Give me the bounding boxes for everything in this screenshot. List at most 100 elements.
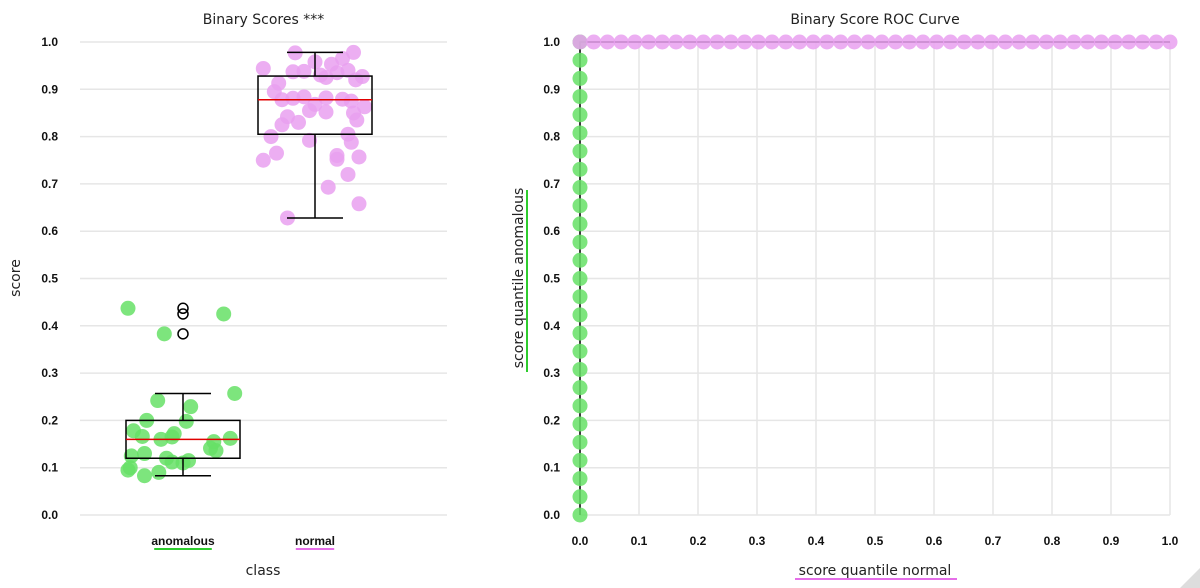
- roc-point-normal: [1052, 34, 1068, 50]
- box-point-anomalous: [120, 300, 136, 316]
- box-point-normal: [296, 89, 312, 105]
- box-point-anomalous: [156, 326, 172, 342]
- box-outlier: [177, 308, 189, 320]
- roc-point-normal: [942, 34, 958, 50]
- box-point-normal: [343, 134, 359, 150]
- roc-point-anomalous: [572, 271, 588, 286]
- box-point-normal: [263, 129, 279, 145]
- resize-grip-icon: [1180, 568, 1200, 588]
- roc-point-normal: [1121, 34, 1137, 50]
- roc-point-anomalous: [572, 234, 588, 250]
- roc-point-normal: [668, 34, 684, 50]
- roc-point-normal: [1066, 34, 1082, 50]
- roc-point-anomalous: [572, 252, 588, 268]
- box-point-anomalous: [222, 430, 238, 446]
- roc-point-normal: [599, 34, 615, 50]
- roc-point-normal: [1162, 34, 1178, 50]
- box-point-normal: [269, 145, 284, 161]
- roc-point-anomalous: [572, 398, 588, 414]
- roc-point-normal: [1025, 34, 1041, 50]
- roc-point-normal: [1135, 34, 1151, 50]
- box-point-normal: [349, 112, 365, 128]
- roc-point-normal: [1080, 34, 1096, 50]
- roc-point-anomalous: [572, 143, 588, 159]
- roc-point-anomalous: [572, 416, 588, 432]
- box-point-anomalous: [227, 385, 243, 401]
- roc-ytick-label: 0.2: [543, 413, 560, 427]
- roc-point-anomalous: [572, 107, 588, 123]
- box-point-anomalous: [151, 464, 167, 480]
- roc-point-normal: [764, 34, 780, 50]
- box-point-normal: [318, 69, 334, 85]
- roc-xtick-label: 0.0: [572, 534, 589, 548]
- box-point-normal: [318, 104, 334, 120]
- box-point-anomalous: [208, 443, 224, 459]
- box-point-normal: [274, 117, 290, 133]
- roc-x-axis-label: score quantile normal: [799, 563, 952, 579]
- box-point-normal: [340, 166, 356, 182]
- box-point-normal: [329, 151, 345, 167]
- roc-chart-title: Binary Score ROC Curve: [790, 12, 959, 28]
- roc-ytick-label: 1.0: [543, 35, 560, 49]
- roc-point-anomalous: [572, 180, 588, 196]
- roc-point-anomalous: [572, 198, 588, 214]
- box-ytick-label: 0.4: [41, 319, 58, 333]
- roc-point-normal: [984, 34, 1000, 50]
- box-point-anomalous: [178, 413, 194, 429]
- roc-xtick-label: 0.3: [749, 534, 766, 548]
- box-point-normal: [343, 93, 359, 109]
- roc-xtick-label: 0.4: [808, 534, 825, 548]
- roc-point-normal: [627, 34, 643, 50]
- roc-y-axis-label: score quantile anomalous: [511, 188, 527, 368]
- box-point-anomalous: [183, 399, 199, 415]
- box-point-anomalous: [134, 428, 150, 444]
- roc-point-normal: [997, 34, 1013, 50]
- roc-point-normal: [737, 34, 753, 50]
- box-x-axis-label: class: [246, 563, 281, 579]
- roc-ytick-label: 0.1: [543, 461, 560, 475]
- roc-point-normal: [1093, 34, 1109, 50]
- box-point-normal: [302, 103, 317, 119]
- roc-point-anomalous: [572, 125, 588, 141]
- roc-point-normal: [572, 34, 588, 50]
- box-ytick-label: 0.1: [41, 461, 58, 475]
- roc-point-anomalous: [572, 452, 588, 468]
- box-ytick-label: 0.7: [41, 177, 58, 191]
- roc-ytick-label: 0.5: [543, 272, 560, 286]
- box-y-axis-label: score: [8, 259, 24, 297]
- roc-point-anomalous: [572, 489, 588, 505]
- roc-point-anomalous: [572, 52, 588, 68]
- roc-point-anomalous: [572, 289, 588, 305]
- roc-point-anomalous: [572, 325, 588, 341]
- box-ytick-label: 1.0: [41, 35, 58, 49]
- roc-xtick-label: 0.9: [1103, 534, 1120, 548]
- box-point-normal: [255, 60, 271, 76]
- roc-point-normal: [723, 34, 739, 50]
- roc-ytick-label: 0.9: [543, 82, 560, 96]
- box-point-anomalous: [123, 448, 139, 464]
- box-point-normal: [285, 64, 301, 80]
- box-ytick-label: 0.8: [41, 130, 58, 144]
- box-point-normal: [351, 149, 367, 165]
- roc-point-anomalous: [572, 471, 588, 487]
- box-point-normal: [357, 99, 372, 115]
- box-outlier: [177, 328, 189, 340]
- roc-point-normal: [874, 34, 890, 50]
- roc-point-normal: [750, 34, 766, 50]
- roc-point-normal: [709, 34, 725, 50]
- box-point-normal: [320, 179, 336, 195]
- roc-point-normal: [778, 34, 794, 50]
- box-point-normal: [255, 152, 271, 168]
- roc-point-normal: [929, 34, 945, 50]
- box-point-anomalous: [120, 462, 136, 478]
- roc-point-normal: [1039, 34, 1055, 50]
- roc-point-normal: [792, 34, 808, 50]
- box-point-anomalous: [137, 446, 152, 462]
- box-point-normal: [348, 72, 364, 88]
- box-point-normal: [302, 132, 317, 148]
- roc-point-normal: [613, 34, 629, 50]
- box-point-normal: [335, 51, 350, 67]
- box-point-normal: [291, 114, 306, 130]
- box-point-normal: [318, 90, 334, 106]
